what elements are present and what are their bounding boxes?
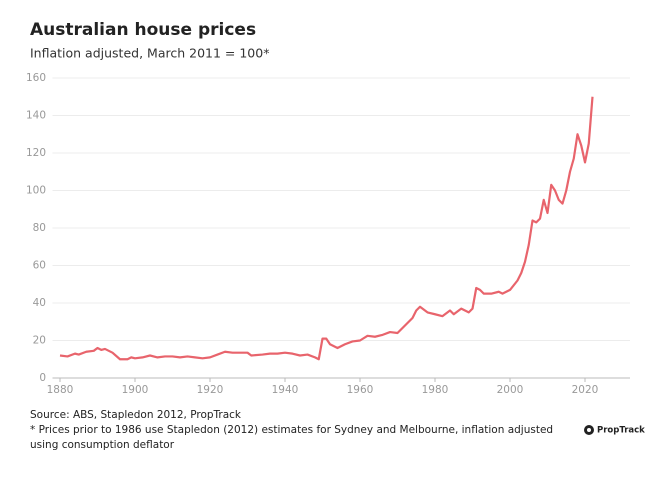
x-tick-label: 1940 <box>272 384 299 396</box>
x-tick-label: 1920 <box>197 384 224 396</box>
logo-icon <box>587 428 591 432</box>
x-tick-label: 1900 <box>122 384 149 396</box>
footnote: using consumption deflator <box>30 439 175 451</box>
source: Source: ABS, Stapledon 2012, PropTrack <box>30 409 242 421</box>
chart-subtitle: Inflation adjusted, March 2011 = 100* <box>30 46 269 61</box>
chart-title: Australian house prices <box>30 20 256 40</box>
y-tick-label: 80 <box>33 222 46 234</box>
line <box>59 96 594 361</box>
y-tick-label: 100 <box>26 185 46 197</box>
x-tick-label: 2000 <box>497 384 524 396</box>
x-tick-label: 2020 <box>572 384 599 396</box>
x-tick-label: 1960 <box>347 384 374 396</box>
x-tick-label: 1880 <box>47 384 74 396</box>
x-tick-label: 1980 <box>422 384 449 396</box>
footnote: * Prices prior to 1986 use Stapledon (20… <box>30 424 553 436</box>
y-tick-label: 120 <box>26 147 46 159</box>
y-tick-label: 160 <box>26 72 46 84</box>
y-tick-label: 20 <box>33 335 46 347</box>
y-tick-label: 40 <box>33 297 46 309</box>
y-tick-label: 140 <box>26 110 46 122</box>
y-tick-label: 0 <box>39 372 46 384</box>
y-tick-label: 60 <box>33 260 46 272</box>
logo: PropTrack <box>597 426 645 436</box>
